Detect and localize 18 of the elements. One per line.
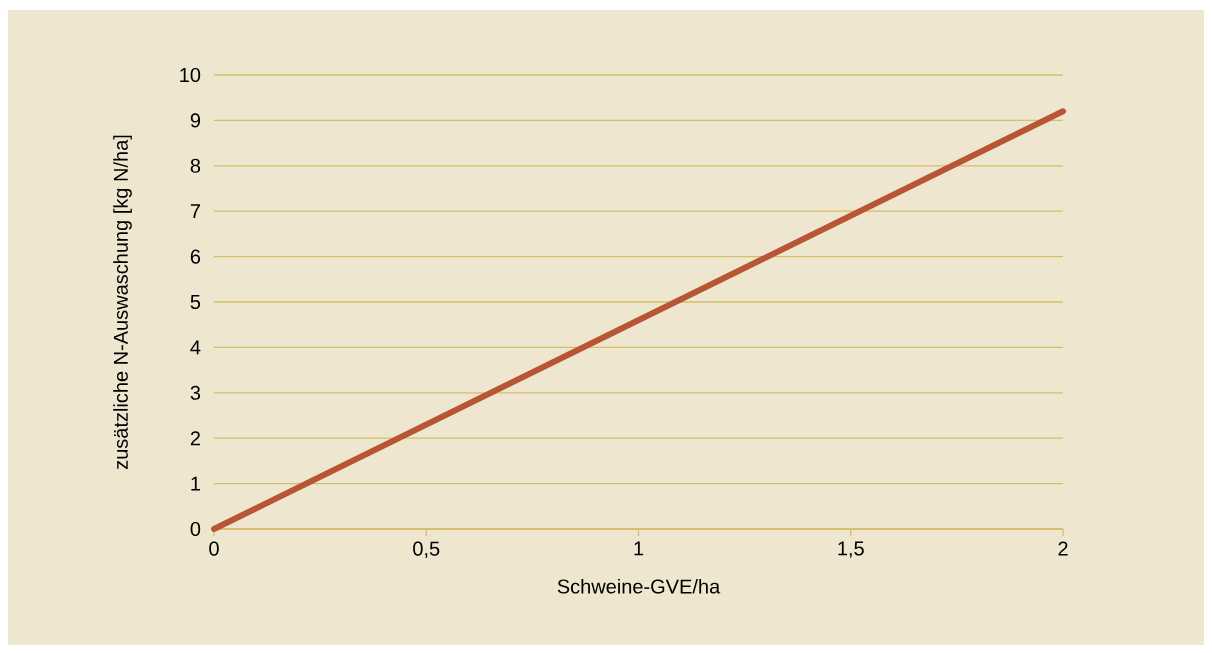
- x-tick-label: 0,5: [413, 541, 440, 559]
- y-tick-label: 8: [190, 158, 201, 173]
- y-tick-label: 9: [190, 113, 201, 128]
- y-tick-label: 4: [190, 340, 201, 355]
- y-tick-label: 3: [190, 385, 201, 400]
- y-tick-label: 10: [180, 67, 201, 83]
- y-tick-label: 7: [190, 204, 200, 219]
- x-tick-label: 1,5: [838, 541, 864, 558]
- y-tick-label: 2: [190, 431, 200, 446]
- y-axis-title: zusätzliche N-Auswaschung [kg N/ha]: [113, 135, 132, 470]
- x-tick-label: 0: [209, 541, 219, 556]
- x-tick-label: 1: [634, 541, 644, 556]
- y-tick-label: 5: [190, 295, 201, 309]
- x-tick-label: 2: [1058, 541, 1068, 556]
- y-tick-label: 6: [190, 249, 201, 264]
- x-axis-title: Schweine-GVE/ha: [557, 578, 721, 594]
- y-tick-label: 0: [190, 521, 201, 537]
- y-tick-label: 1: [191, 476, 200, 491]
